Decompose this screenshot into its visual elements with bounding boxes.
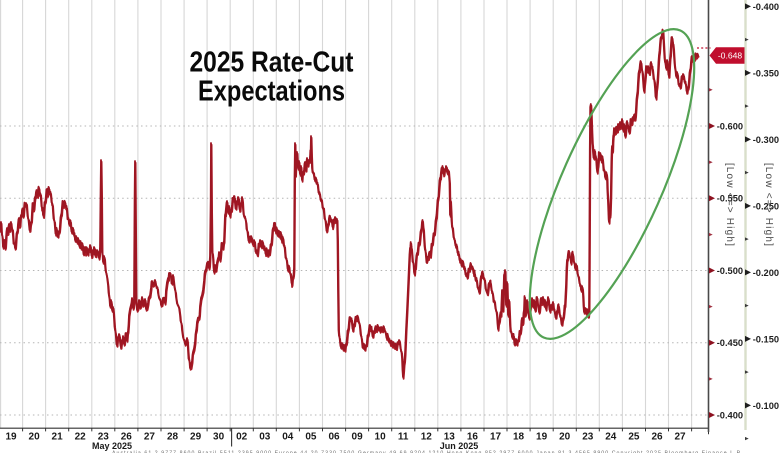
svg-text:29: 29 xyxy=(190,432,202,443)
svg-text:-0.300: -0.300 xyxy=(753,135,779,145)
svg-text:-0.550: -0.550 xyxy=(717,194,743,204)
svg-text:26: 26 xyxy=(121,432,133,443)
svg-text:-0.600: -0.600 xyxy=(717,121,743,131)
svg-text:[Low <=> High]: [Low <=> High] xyxy=(724,163,735,247)
svg-text:-0.200: -0.200 xyxy=(753,268,779,278)
svg-text:Expectations: Expectations xyxy=(198,76,345,108)
svg-text:20: 20 xyxy=(559,432,571,443)
svg-text:24: 24 xyxy=(605,432,617,443)
svg-text:02: 02 xyxy=(236,432,248,443)
svg-text:22: 22 xyxy=(75,432,87,443)
svg-text:[Low <=> High]: [Low <=> High] xyxy=(763,163,774,247)
svg-text:12: 12 xyxy=(421,432,433,443)
svg-text:13: 13 xyxy=(444,432,456,443)
svg-text:27: 27 xyxy=(144,432,156,443)
svg-text:-0.450: -0.450 xyxy=(717,338,743,348)
svg-text:09: 09 xyxy=(352,432,364,443)
svg-text:Australia 61 2 9777 8600 Brazi: Australia 61 2 9777 8600 Brazil 5511 239… xyxy=(112,451,742,453)
svg-text:03: 03 xyxy=(259,432,271,443)
svg-text:05: 05 xyxy=(305,432,317,443)
svg-text:-0.400: -0.400 xyxy=(753,2,779,12)
svg-text:06: 06 xyxy=(328,432,340,443)
svg-text:19: 19 xyxy=(536,432,548,443)
svg-text:-0.500: -0.500 xyxy=(717,266,743,276)
svg-text:23: 23 xyxy=(582,432,594,443)
svg-text:20: 20 xyxy=(29,432,41,443)
svg-text:26: 26 xyxy=(651,432,663,443)
svg-text:2025 Rate-Cut: 2025 Rate-Cut xyxy=(190,47,354,79)
svg-text:-0.400: -0.400 xyxy=(717,410,743,420)
svg-text:28: 28 xyxy=(167,432,179,443)
svg-text:-0.100: -0.100 xyxy=(753,401,779,411)
svg-text:19: 19 xyxy=(5,432,17,443)
svg-text:-0.350: -0.350 xyxy=(753,68,779,78)
svg-text:-0.250: -0.250 xyxy=(753,201,779,211)
svg-text:25: 25 xyxy=(628,432,640,443)
svg-text:11: 11 xyxy=(398,432,409,443)
svg-text:23: 23 xyxy=(98,432,110,443)
svg-text:27: 27 xyxy=(674,432,686,443)
svg-text:04: 04 xyxy=(282,432,294,443)
svg-text:Jun 2025: Jun 2025 xyxy=(440,441,479,451)
svg-text:May 2025: May 2025 xyxy=(92,441,132,451)
svg-text:16: 16 xyxy=(467,432,479,443)
svg-text:-0.648: -0.648 xyxy=(718,51,743,61)
svg-text:30: 30 xyxy=(213,432,225,443)
svg-text:21: 21 xyxy=(52,432,64,443)
svg-text:10: 10 xyxy=(375,432,387,443)
svg-text:18: 18 xyxy=(513,432,525,443)
svg-text:17: 17 xyxy=(490,432,502,443)
svg-text:-0.150: -0.150 xyxy=(753,334,779,344)
